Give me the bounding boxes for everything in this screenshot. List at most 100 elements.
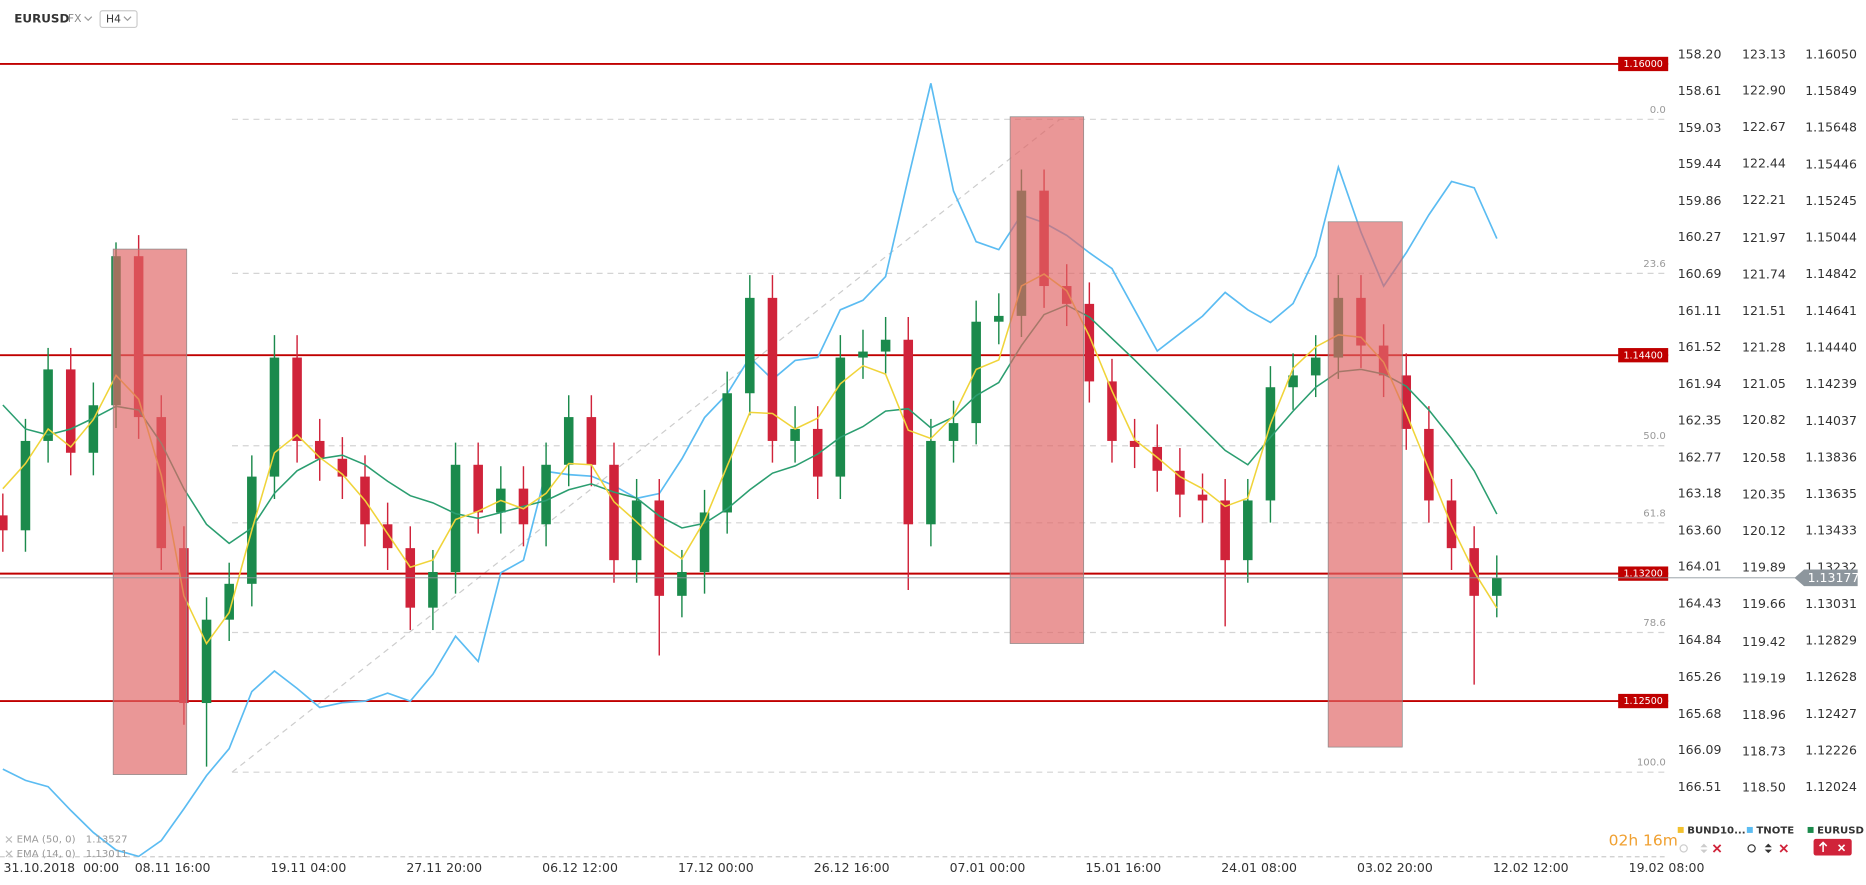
y3-tick-label: 160.69 (1678, 266, 1722, 281)
y-tick-label: 1.15446 (1805, 156, 1857, 171)
level-tag (1618, 566, 1669, 581)
fib-label: 50.0 (1643, 431, 1666, 442)
market-chevron[interactable] (84, 16, 93, 22)
candle-body (1175, 470, 1185, 495)
fib-label: 0.0 (1650, 105, 1666, 116)
candle-body (1310, 357, 1321, 376)
zone (1327, 221, 1403, 748)
x-tick-label: 08.11 16:00 (135, 860, 211, 875)
y2-tick-label: 119.89 (1742, 560, 1786, 575)
y2-tick-label: 122.67 (1742, 119, 1786, 134)
y-tick-label: 1.15648 (1805, 120, 1857, 135)
candle-body (1424, 428, 1434, 501)
candle-body (1220, 500, 1230, 561)
x-tick-label: 24.01 08:00 (1221, 860, 1297, 875)
market[interactable]: FX (68, 12, 82, 25)
symbol[interactable]: EURUSD (14, 12, 69, 26)
y2-tick-label: 121.97 (1742, 230, 1786, 245)
eye-icon[interactable] (1679, 844, 1688, 853)
legend-label[interactable]: TNOTE (1756, 826, 1794, 837)
candle-body (1107, 381, 1117, 441)
y2-tick-label: 122.21 (1742, 192, 1786, 207)
y-tick-label: 1.12628 (1805, 669, 1857, 684)
remove-icon[interactable] (1712, 844, 1722, 853)
ema-remove-icons[interactable] (5, 836, 13, 858)
y-tick-label: 1.14440 (1805, 339, 1857, 354)
active-badge[interactable] (1813, 838, 1852, 856)
x-tick-label: 26.12 16:00 (814, 860, 890, 875)
y-tick-label: 1.15849 (1805, 83, 1857, 98)
candle-body (43, 369, 53, 441)
fib-label: 100.0 (1637, 758, 1666, 769)
badge-icons[interactable] (1818, 841, 1846, 852)
legend-label[interactable]: BUND10... (1687, 826, 1745, 837)
y-tick-label: 1.12024 (1805, 779, 1857, 794)
candle-body (337, 458, 348, 477)
y3-tick-label: 163.60 (1678, 523, 1722, 538)
level-tag-label: 1.13200 (1623, 569, 1662, 580)
ema-legend-name: EMA (50, 0) (17, 834, 76, 845)
order-icon[interactable] (1700, 843, 1708, 854)
y2-tick-label: 120.58 (1742, 450, 1786, 465)
y3-tick-label: 165.26 (1678, 669, 1722, 684)
candle-body (314, 440, 325, 459)
y3-tick-label: 164.43 (1678, 596, 1722, 611)
last-price-label: 1.13177 (1808, 570, 1860, 585)
y2-tick-label: 120.12 (1742, 523, 1786, 538)
y2-tick-label: 123.13 (1742, 46, 1786, 61)
candle-body (0, 515, 8, 531)
timeframe[interactable]: H4 (106, 13, 121, 26)
timeframe-chevron[interactable] (123, 16, 132, 22)
candle-body (835, 357, 846, 477)
candle-body (699, 512, 710, 572)
candle-body (609, 464, 619, 561)
y-tick-label: 1.12427 (1805, 706, 1857, 721)
y3-tick-label: 162.77 (1678, 449, 1722, 464)
y2-tick-label: 120.82 (1742, 412, 1786, 427)
candle-body (201, 619, 212, 704)
candle-body (858, 351, 868, 358)
level-tag-label: 1.16000 (1623, 59, 1662, 70)
fib-label: 78.6 (1643, 618, 1666, 629)
y2-tick-label: 118.73 (1742, 743, 1786, 758)
level-tag (1618, 348, 1669, 363)
candle-body (428, 571, 438, 608)
candle-body (1401, 375, 1412, 429)
y3-tick-label: 166.09 (1678, 742, 1722, 757)
y3-tick-label: 163.18 (1678, 485, 1722, 500)
candle-body (903, 339, 914, 525)
y2-tick-label: 118.50 (1742, 780, 1786, 795)
legend-swatch (1807, 826, 1814, 833)
y-tick-label: 1.13031 (1805, 596, 1857, 611)
candle-body (1288, 375, 1298, 388)
eye-icon[interactable] (1747, 844, 1756, 853)
timeframe-box[interactable] (99, 10, 138, 29)
order-icon[interactable] (1764, 843, 1772, 854)
candle-body (790, 428, 800, 441)
y3-tick-label: 164.84 (1678, 632, 1722, 647)
remove-icon[interactable] (1779, 844, 1788, 853)
candle-body (586, 417, 597, 465)
ema-legend-value: 1.13011 (86, 849, 128, 860)
candle-body (450, 464, 461, 572)
y2-tick-label: 121.28 (1742, 339, 1786, 354)
candle-body (1129, 440, 1140, 447)
y2-tick-label: 122.90 (1742, 83, 1786, 98)
y-tick-label: 1.13433 (1805, 523, 1857, 538)
legend-label[interactable]: EURUSD (1817, 826, 1864, 837)
y3-tick-label: 161.94 (1678, 376, 1722, 391)
y-tick-label: 1.15245 (1805, 193, 1857, 208)
level-tag-label: 1.14400 (1623, 350, 1662, 361)
x-tick-label: 07.01 00:00 (950, 860, 1026, 875)
candle-body (812, 428, 823, 477)
ema-legend-name: EMA (14, 0) (17, 849, 76, 860)
x-tick-label: 15.01 16:00 (1085, 860, 1161, 875)
y3-tick-label: 161.52 (1678, 339, 1722, 354)
y2-tick-label: 122.44 (1742, 156, 1786, 171)
y3-tick-label: 164.01 (1678, 559, 1722, 574)
candle-body (1243, 500, 1253, 561)
candle-body (1492, 577, 1502, 596)
candle-body (382, 524, 393, 549)
y2-tick-label: 119.19 (1742, 670, 1786, 685)
y-tick-label: 1.12829 (1805, 633, 1857, 648)
